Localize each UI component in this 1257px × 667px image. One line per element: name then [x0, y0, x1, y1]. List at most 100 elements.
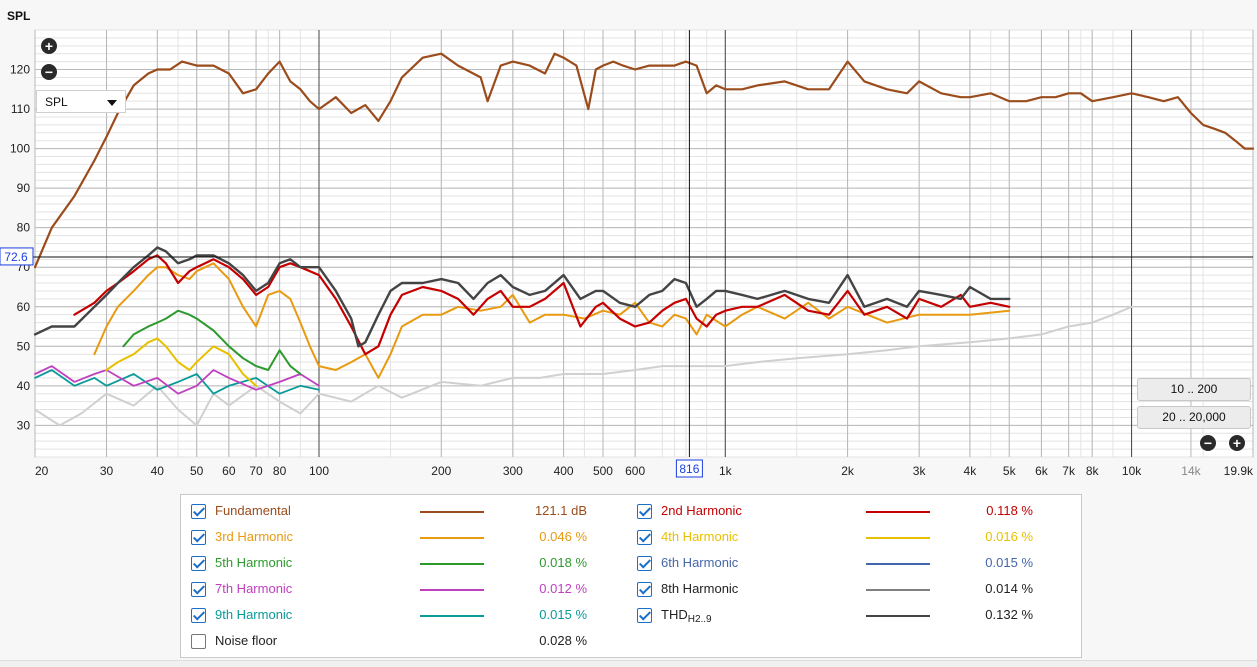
legend-item-4th-harmonic: 4th Harmonic 0.016 % [637, 529, 1077, 549]
chevron-down-icon [107, 100, 117, 106]
legend-swatch [420, 589, 484, 591]
x-tick-label: 4k [964, 464, 978, 478]
x-tick-label: 14k [1181, 464, 1201, 478]
legend-value: 0.132 % [985, 607, 1033, 622]
legend-checkbox-4th-harmonic[interactable] [637, 530, 652, 545]
cursor-x-readout: 816 [679, 462, 699, 476]
x-tick-label: 600 [625, 464, 645, 478]
legend-item-9th-harmonic: 9th Harmonic 0.015 % [191, 607, 631, 627]
range-button-20-20000[interactable]: 20 .. 20,000 [1137, 406, 1251, 429]
legend-value: 0.046 % [539, 529, 587, 544]
x-tick-label: 6k [1035, 464, 1049, 478]
measurement-select[interactable]: SPL [36, 90, 126, 113]
legend-checkbox-8th-harmonic[interactable] [637, 582, 652, 597]
x-tick-label: 80 [273, 464, 287, 478]
y-tick-label: 40 [17, 379, 31, 393]
series-line-2nd-harmonic [73, 254, 1011, 356]
series-line-4th-harmonic [105, 337, 258, 387]
status-strip [0, 660, 1257, 667]
legend-value: 0.118 % [986, 503, 1033, 518]
legend-checkbox-2nd-harmonic[interactable] [637, 504, 652, 519]
y-tick-label: 100 [10, 142, 30, 156]
legend-item-7th-harmonic: 7th Harmonic 0.012 % [191, 581, 631, 601]
legend-label: 7th Harmonic [215, 581, 293, 596]
legend-value: 121.1 dB [534, 503, 587, 518]
zoom-out-icon[interactable]: − [1200, 435, 1216, 451]
legend-swatch [866, 589, 930, 591]
series-line-noise-floor [34, 305, 1133, 427]
x-tick-label: 30 [100, 464, 114, 478]
legend-item-3rd-harmonic: 3rd Harmonic 0.046 % [191, 529, 631, 549]
select-value: SPL [45, 95, 68, 109]
legend-checkbox-thd[interactable] [637, 608, 652, 623]
zoom-out-icon[interactable]: − [41, 64, 57, 80]
y-tick-label: 80 [17, 221, 31, 235]
x-tick-label: 20 [35, 464, 49, 478]
cursor-y-box [0, 247, 34, 266]
legend-checkbox-9th-harmonic[interactable] [191, 608, 206, 623]
x-tick-label: 2k [841, 464, 855, 478]
legend-label: 5th Harmonic [215, 555, 293, 570]
legend-item-noise-floor: Noise floor 0.028 % [191, 633, 631, 653]
legend-item-thd: THDH2..9 0.132 % [637, 607, 1077, 627]
y-tick-label: 120 [10, 63, 30, 77]
legend-value: 0.015 % [985, 555, 1033, 570]
legend-checkbox-7th-harmonic[interactable] [191, 582, 206, 597]
x-tick-label: 300 [503, 464, 523, 478]
x-tick-label: 70 [249, 464, 263, 478]
legend-item-2nd-harmonic: 2nd Harmonic 0.118 % [637, 503, 1077, 523]
legend-swatch [420, 537, 484, 539]
legend-value: 0.028 % [539, 633, 587, 648]
zoom-in-icon[interactable]: + [41, 38, 57, 54]
x-tick-label: 19.9k [1224, 464, 1254, 478]
legend-value: 0.014 % [985, 581, 1033, 596]
x-tick-label: 8k [1086, 464, 1100, 478]
legend-item-8th-harmonic: 8th Harmonic 0.014 % [637, 581, 1077, 601]
series-line-5th-harmonic [122, 309, 302, 375]
x-tick-label: 60 [222, 464, 236, 478]
x-tick-label: 40 [151, 464, 165, 478]
legend-swatch [866, 615, 930, 617]
x-tick-label: 10k [1122, 464, 1142, 478]
series-line-fundamental [33, 52, 1255, 269]
legend-label: Noise floor [215, 633, 278, 648]
legend-swatch [420, 563, 484, 565]
legend-checkbox-6th-harmonic[interactable] [637, 556, 652, 571]
y-tick-label: 30 [17, 418, 31, 432]
x-tick-label: 5k [1003, 464, 1017, 478]
legend-checkbox-fundamental[interactable] [191, 504, 206, 519]
y-tick-label: 90 [17, 181, 31, 195]
legend-label: 9th Harmonic [215, 607, 293, 622]
legend-swatch [866, 511, 930, 513]
legend-label: Fundamental [215, 503, 291, 518]
x-tick-label: 500 [593, 464, 613, 478]
legend-label: 4th Harmonic [661, 529, 739, 544]
legend-swatch [866, 563, 930, 565]
series-line-9th-harmonic [34, 369, 320, 395]
legend-swatch [420, 615, 484, 617]
legend-checkbox-5th-harmonic[interactable] [191, 556, 206, 571]
x-tick-label: 200 [431, 464, 451, 478]
legend-value: 0.018 % [539, 555, 587, 570]
x-tick-label: 1k [719, 464, 733, 478]
series-line-7th-harmonic [34, 365, 320, 395]
series-line-3rd-harmonic [93, 262, 1011, 379]
legend-label: 8th Harmonic [661, 581, 739, 596]
legend-value: 0.016 % [985, 529, 1033, 544]
y-tick-label: 110 [11, 102, 30, 116]
legend-swatch [420, 511, 484, 513]
cursor-x-box [675, 459, 703, 478]
x-tick-label: 50 [190, 464, 204, 478]
legend-checkbox-3rd-harmonic[interactable] [191, 530, 206, 545]
x-tick-label: 100 [309, 464, 329, 478]
legend-item-fundamental: Fundamental 121.1 dB [191, 503, 631, 523]
range-button-10-200[interactable]: 10 .. 200 [1137, 378, 1251, 401]
zoom-in-icon[interactable]: + [1229, 435, 1245, 451]
x-tick-label: 7k [1062, 464, 1076, 478]
y-tick-label: 60 [17, 300, 31, 314]
x-tick-label: 400 [554, 464, 574, 478]
y-tick-label: 50 [17, 339, 31, 353]
legend-checkbox-noise-floor[interactable] [191, 634, 206, 649]
legend-item-5th-harmonic: 5th Harmonic 0.018 % [191, 555, 631, 575]
